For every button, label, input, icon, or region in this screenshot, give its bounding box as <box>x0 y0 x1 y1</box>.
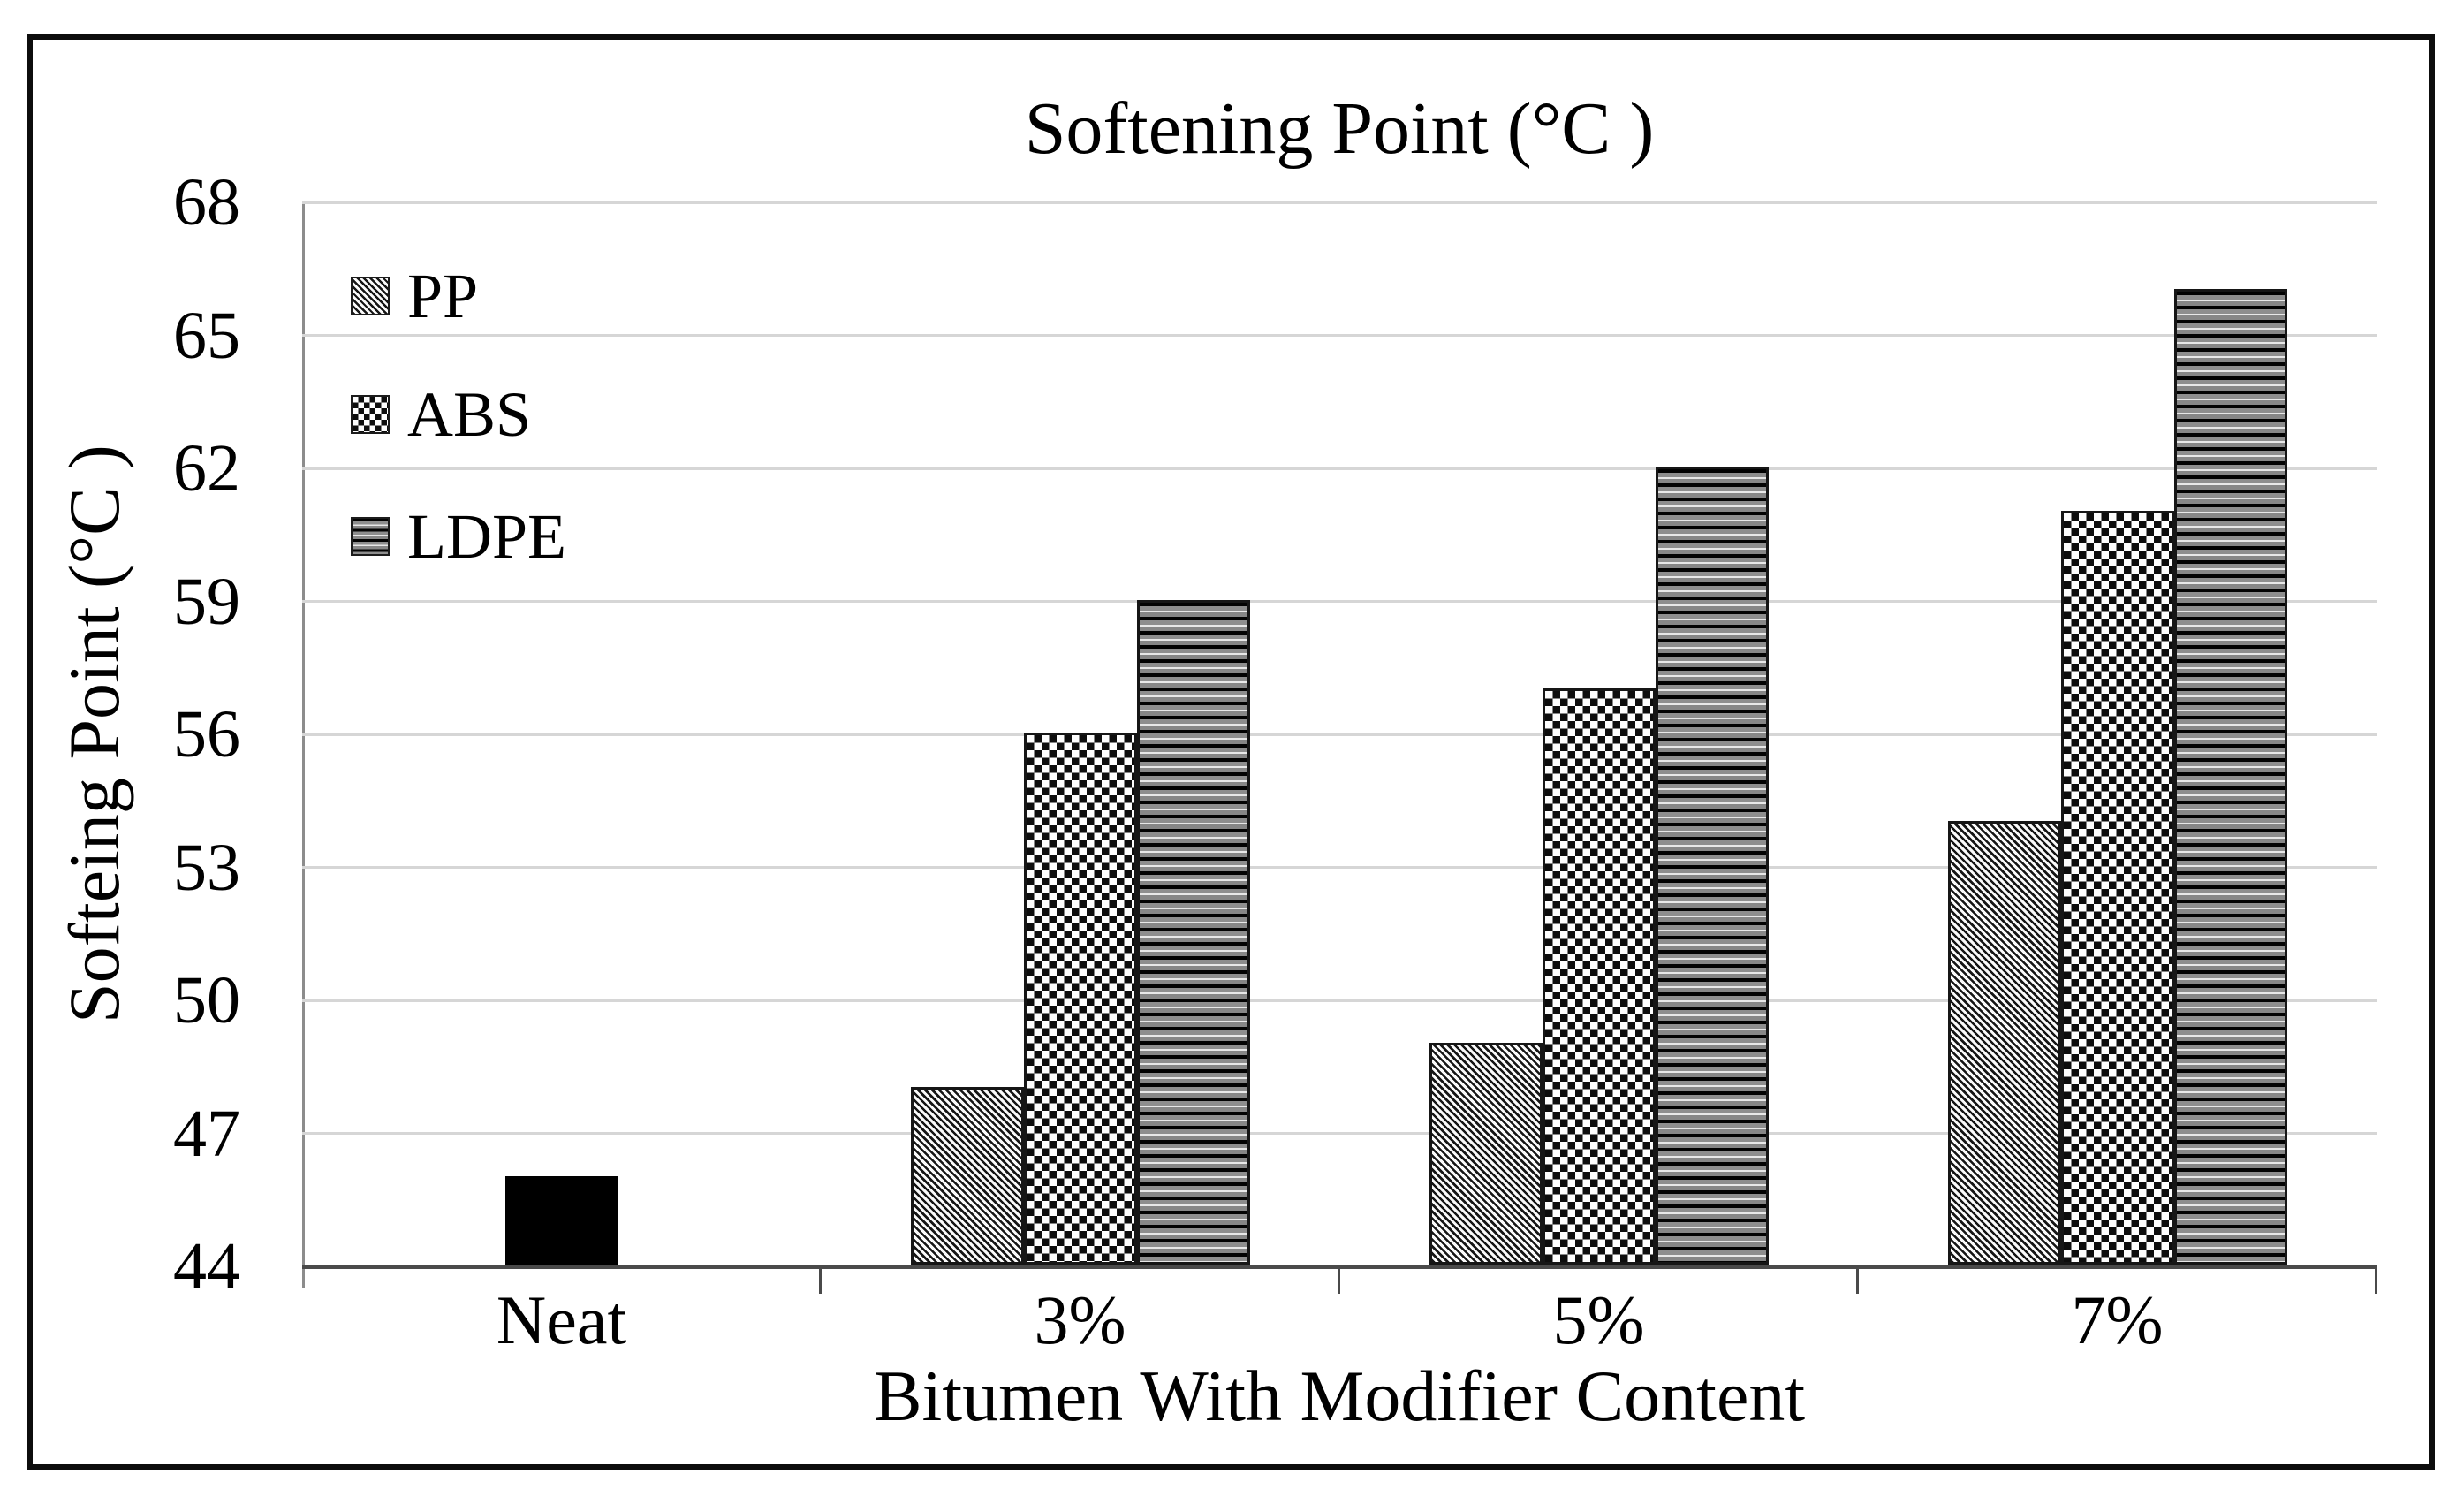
legend-swatch-abs-pattern-icon <box>351 395 390 434</box>
legend-swatch-pp-pattern-icon <box>351 277 390 315</box>
y-tick-label-68: 68 <box>173 165 240 239</box>
gridline-y-53 <box>302 866 2377 869</box>
bar-pp-5pct <box>1429 1043 1543 1265</box>
x-axis-tick-1 <box>819 1265 822 1294</box>
bar-neat-neat <box>504 1175 618 1265</box>
x-axis-tick-3 <box>1856 1265 1859 1294</box>
plot-area: PP ABS LDPE <box>302 201 2377 1316</box>
gridline-y-62 <box>302 467 2377 470</box>
y-tick-label-56: 56 <box>173 697 240 771</box>
y-tick-label-53: 53 <box>173 830 240 905</box>
x-category-label-5pct: 5% <box>1552 1281 1645 1358</box>
gridline-y-68 <box>302 201 2377 204</box>
bar-ldpe-7pct <box>2173 289 2287 1265</box>
gridline-y-65 <box>302 334 2377 337</box>
x-category-label-neat: Neat <box>496 1281 627 1358</box>
x-axis-title: Bitumen With Modifier Content <box>873 1356 1806 1436</box>
bar-pp-7pct <box>1947 821 2061 1265</box>
bar-abs-7pct <box>2060 511 2174 1265</box>
y-tick-label-50: 50 <box>173 963 240 1037</box>
bar-abs-5pct <box>1542 688 1656 1265</box>
gridline-y-56 <box>302 733 2377 736</box>
bar-ldpe-5pct <box>1655 467 1769 1265</box>
y-tick-label-44: 44 <box>173 1229 240 1303</box>
y-axis-line <box>302 202 305 1288</box>
y-tick-label-47: 47 <box>173 1096 240 1171</box>
y-tick-label-65: 65 <box>173 298 240 373</box>
x-axis-tick-2 <box>1338 1265 1340 1294</box>
legend-item-pp: PP <box>351 264 478 328</box>
bar-ldpe-3pct <box>1136 599 1250 1265</box>
x-category-label-7pct: 7% <box>2071 1281 2164 1358</box>
legend-item-ldpe: LDPE <box>351 505 566 568</box>
legend-item-abs: ABS <box>351 383 531 446</box>
x-axis-tick-4 <box>2375 1265 2377 1294</box>
gridline-y-59 <box>302 600 2377 603</box>
gridline-y-47 <box>302 1132 2377 1135</box>
chart-title: Softening Point (°C ) <box>1024 87 1655 170</box>
bar-pp-3pct <box>910 1087 1024 1265</box>
y-tick-label-59: 59 <box>173 564 240 639</box>
bar-abs-3pct <box>1023 733 1137 1265</box>
legend-label-pp: PP <box>407 261 479 331</box>
y-tick-label-62: 62 <box>173 431 240 505</box>
x-category-label-3pct: 3% <box>1034 1281 1126 1358</box>
legend-label-ldpe: LDPE <box>407 501 566 572</box>
gridline-y-50 <box>302 999 2377 1002</box>
legend-label-abs: ABS <box>407 379 532 450</box>
legend-swatch-ldpe-pattern-icon <box>351 517 390 556</box>
